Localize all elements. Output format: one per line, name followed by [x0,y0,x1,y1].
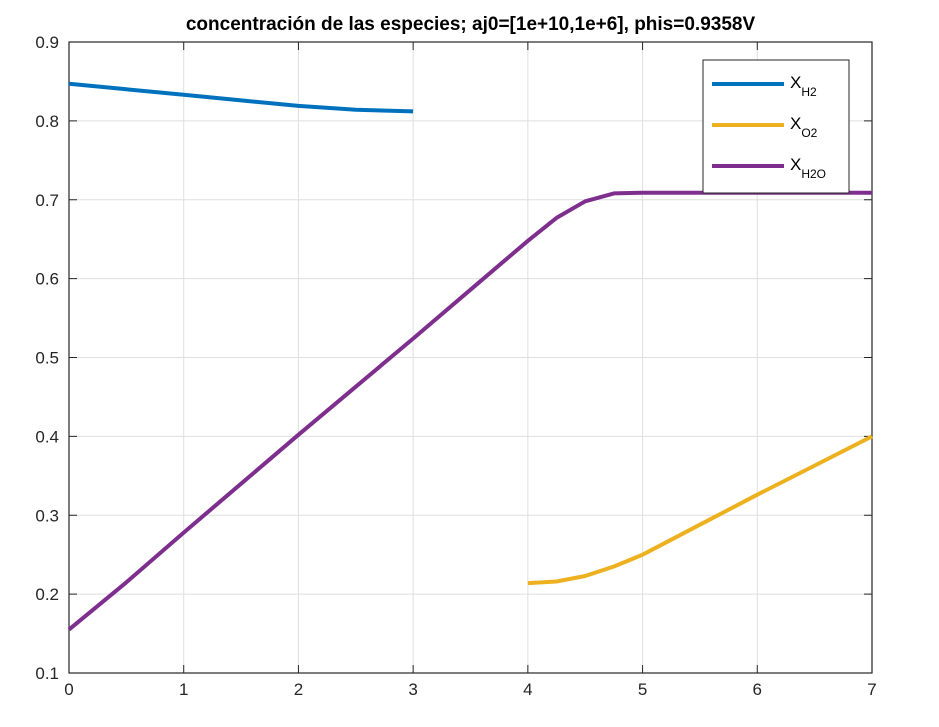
x-tick-label: 1 [179,680,188,699]
y-tick-label: 0.8 [35,112,59,131]
x-tick-label: 2 [294,680,303,699]
x-tick-label: 6 [753,680,762,699]
legend-label-main: X [790,114,801,133]
y-tick-label: 0.9 [35,33,59,52]
legend-label: XO2 [790,114,818,140]
legend-label: XH2O [790,155,826,181]
legend-label: XH2 [790,73,817,99]
x-axis-tick-labels: 0 1 2 3 4 5 6 7 [64,680,876,699]
series-line-h2 [68,81,414,114]
legend-label-subscript: H2 [801,85,817,99]
legend-label-main: X [790,155,801,174]
x-tick-label: 3 [408,680,417,699]
y-tick-label: 0.7 [35,191,59,210]
x-tick-label: 4 [523,680,532,699]
x-tick-label: 5 [638,680,647,699]
chart-title: concentración de las especies; aj0=[1e+1… [186,14,756,35]
y-tick-label: 0.5 [35,349,59,368]
x-tick-label: 0 [64,680,73,699]
y-tick-label: 0.6 [35,270,59,289]
y-axis-tick-labels: 0.1 0.2 0.3 0.4 0.5 0.6 0.7 0.8 0.9 [35,33,59,683]
legend-label-main: X [790,73,801,92]
y-tick-label: 0.4 [35,427,59,446]
y-tick-label: 0.1 [35,664,59,683]
legend-label-subscript: O2 [801,126,817,140]
y-tick-label: 0.3 [35,506,59,525]
series-line-h2o [67,190,872,632]
y-tick-label: 0.2 [35,585,59,604]
legend-label-subscript: H2O [801,167,826,181]
series-line-o2 [527,434,873,586]
x-tick-label: 7 [867,680,876,699]
tick-marks [68,41,873,674]
